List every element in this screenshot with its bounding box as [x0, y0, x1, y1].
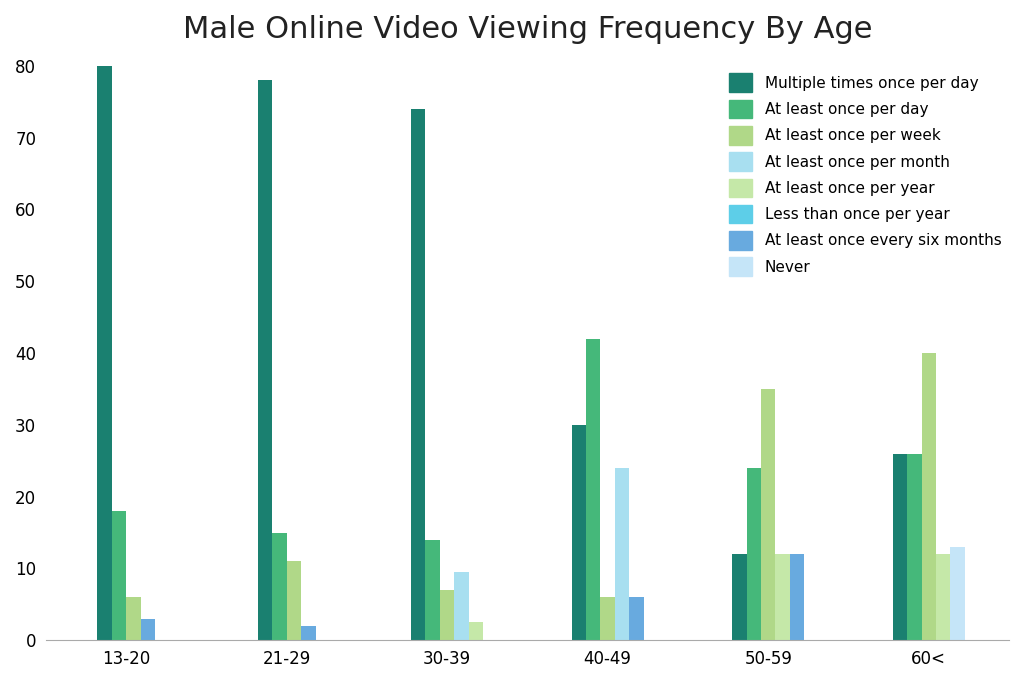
Legend: Multiple times once per day, At least once per day, At least once per week, At l: Multiple times once per day, At least on… — [729, 73, 1001, 276]
Bar — [600, 597, 614, 640]
Bar — [258, 80, 272, 640]
Bar — [301, 626, 315, 640]
Bar — [571, 425, 586, 640]
Bar — [950, 547, 965, 640]
Bar — [586, 339, 600, 640]
Bar — [790, 554, 804, 640]
Bar — [732, 554, 746, 640]
Bar — [411, 109, 426, 640]
Bar — [746, 468, 761, 640]
Bar — [893, 454, 907, 640]
Bar — [272, 533, 287, 640]
Bar — [775, 554, 790, 640]
Bar — [287, 561, 301, 640]
Bar — [614, 468, 630, 640]
Bar — [907, 454, 922, 640]
Bar — [97, 66, 112, 640]
Bar — [140, 619, 155, 640]
Bar — [426, 540, 440, 640]
Bar — [630, 597, 644, 640]
Bar — [455, 572, 469, 640]
Bar — [440, 590, 455, 640]
Bar — [126, 597, 140, 640]
Bar — [936, 554, 950, 640]
Title: Male Online Video Viewing Frequency By Age: Male Online Video Viewing Frequency By A… — [182, 15, 872, 44]
Bar — [112, 511, 126, 640]
Bar — [761, 389, 775, 640]
Bar — [922, 353, 936, 640]
Bar — [469, 622, 483, 640]
